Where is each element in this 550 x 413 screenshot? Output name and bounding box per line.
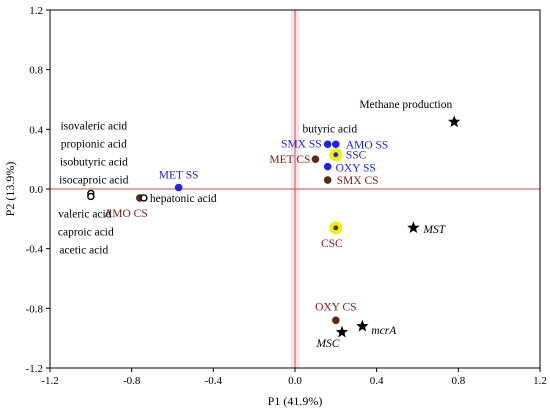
x-tick-label: -0.8 [123, 375, 141, 387]
valeric-acid-label: valeric acid [58, 208, 112, 220]
met-cs-label: MET CS [269, 154, 310, 166]
valeric-acid-point [87, 192, 95, 201]
y-axis-title: P2 (13.9%) [3, 162, 17, 217]
acetic-acid-label: acetic acid [59, 244, 108, 256]
butyric-acid-label: butyric acid [303, 123, 358, 135]
mst-point [407, 221, 420, 234]
y-tick-label: -0.8 [26, 303, 44, 315]
y-tick-label: 1.2 [29, 5, 43, 17]
y-tick-label: 0.4 [29, 124, 43, 136]
smx-cs-label: SMX CS [337, 175, 379, 187]
msc-point [335, 325, 349, 338]
x-tick-label: 0.0 [288, 375, 302, 387]
y-tick-label: 0.0 [29, 184, 43, 196]
oxy-cs-label: OXY CS [315, 301, 356, 313]
hepatonic-acid-point [140, 194, 148, 202]
met-ss-point [174, 183, 183, 192]
isovaleric-acid-label: isovaleric acid [60, 120, 127, 132]
methane-production-label: Methane production [359, 99, 452, 111]
amo-ss-point [332, 140, 340, 149]
y-tick-label: 0.8 [29, 65, 43, 77]
smx-ss-point [323, 140, 332, 149]
amo-ss-label: AMO SS [346, 139, 389, 151]
isobutyric-acid-label: isobutyric acid [60, 156, 128, 168]
csc-point [333, 225, 339, 231]
msc-label: MSC [315, 338, 339, 350]
csc-label: CSC [321, 238, 343, 250]
x-tick-label: 0.8 [451, 375, 465, 387]
met-cs-point [311, 155, 320, 163]
y-tick-label: -0.4 [26, 244, 44, 256]
methane-production-point [448, 115, 461, 128]
isocaproic-acid-label: isocaproic acid [59, 174, 129, 186]
oxy-ss-point [323, 162, 332, 171]
ssc-label: SSC [346, 150, 367, 162]
y-tick-label: -1.2 [26, 363, 43, 375]
mcra-point [356, 319, 369, 332]
x-tick-label: -0.4 [205, 375, 223, 387]
amo-cs-label: AMO CS [104, 208, 148, 220]
x-tick-label: -1.2 [41, 375, 58, 387]
x-tick-label: 1.2 [533, 375, 547, 387]
ssc-point [333, 152, 339, 158]
caproic-acid-label: caproic acid [58, 226, 114, 238]
hepatonic-acid-label: hepatonic acid [150, 193, 217, 205]
propionic-acid-label: propionic acid [61, 138, 127, 150]
x-tick-label: 0.4 [370, 375, 384, 387]
smx-ss-label: SMX SS [281, 138, 322, 150]
oxy-ss-label: OXY SS [336, 163, 376, 175]
x-axis-title: P1 (41.9%) [268, 394, 323, 408]
mst-label: MST [422, 224, 446, 236]
oxy-cs-point [332, 316, 340, 325]
met-ss-label: MET SS [159, 170, 199, 182]
smx-cs-point [323, 176, 332, 184]
mcra-label: mcrA [371, 325, 397, 337]
